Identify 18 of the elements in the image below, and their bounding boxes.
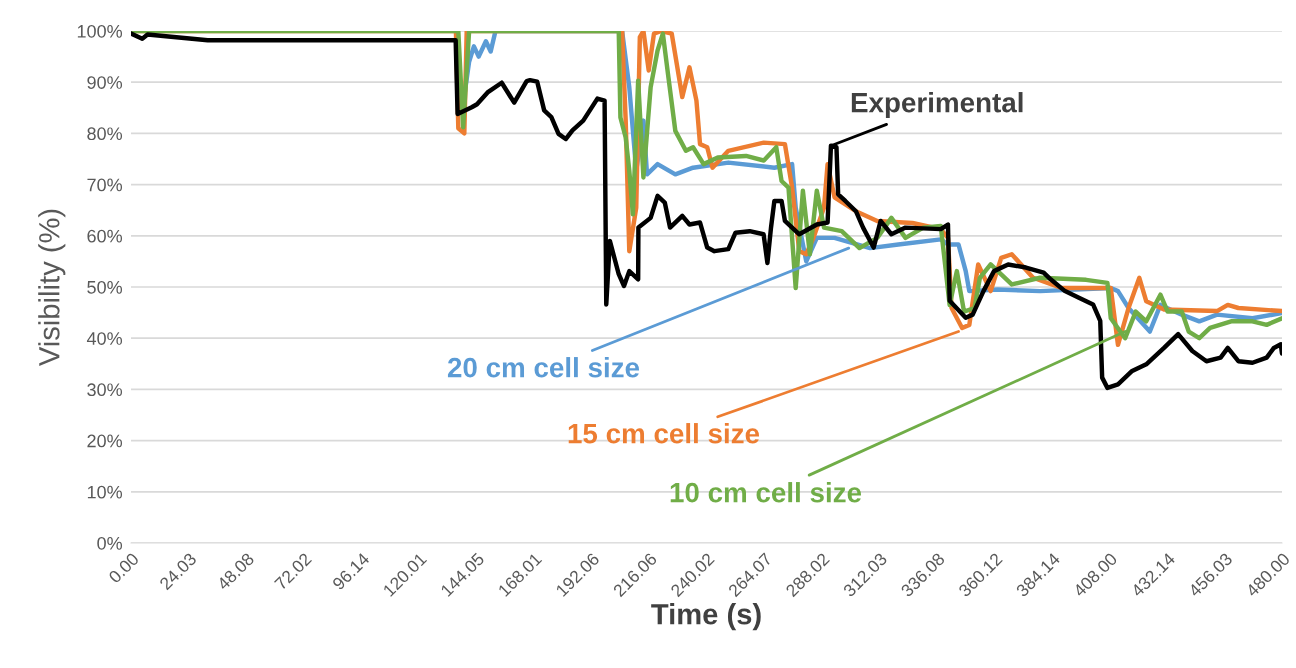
y-tick-label: 60% bbox=[87, 229, 123, 243]
x-tick-label: 0.00 bbox=[107, 552, 140, 584]
y-tick-label: 90% bbox=[87, 76, 123, 89]
y-tick-label: 20% bbox=[87, 434, 123, 448]
annotation: 15 cm cell size bbox=[568, 423, 760, 444]
y-axis-title: Visibility (%) bbox=[38, 209, 66, 367]
y-tick-label: 40% bbox=[86, 332, 123, 345]
y-tick-label: 70% bbox=[87, 178, 123, 192]
annotation: Experimental bbox=[851, 92, 1023, 118]
annotation: 10 cm cell size bbox=[670, 482, 862, 503]
y-tick-label: 80% bbox=[87, 127, 123, 141]
x-axis-title: Time (s) bbox=[651, 603, 761, 631]
y-tick-label: 30% bbox=[87, 383, 123, 397]
y-tick-label: 100% bbox=[77, 24, 123, 38]
y-tick-label: 0% bbox=[97, 536, 123, 550]
y-tick-label: 10% bbox=[87, 485, 123, 499]
y-tick-label: 50% bbox=[87, 280, 123, 294]
annotation: 20 cm cell size bbox=[447, 357, 640, 378]
